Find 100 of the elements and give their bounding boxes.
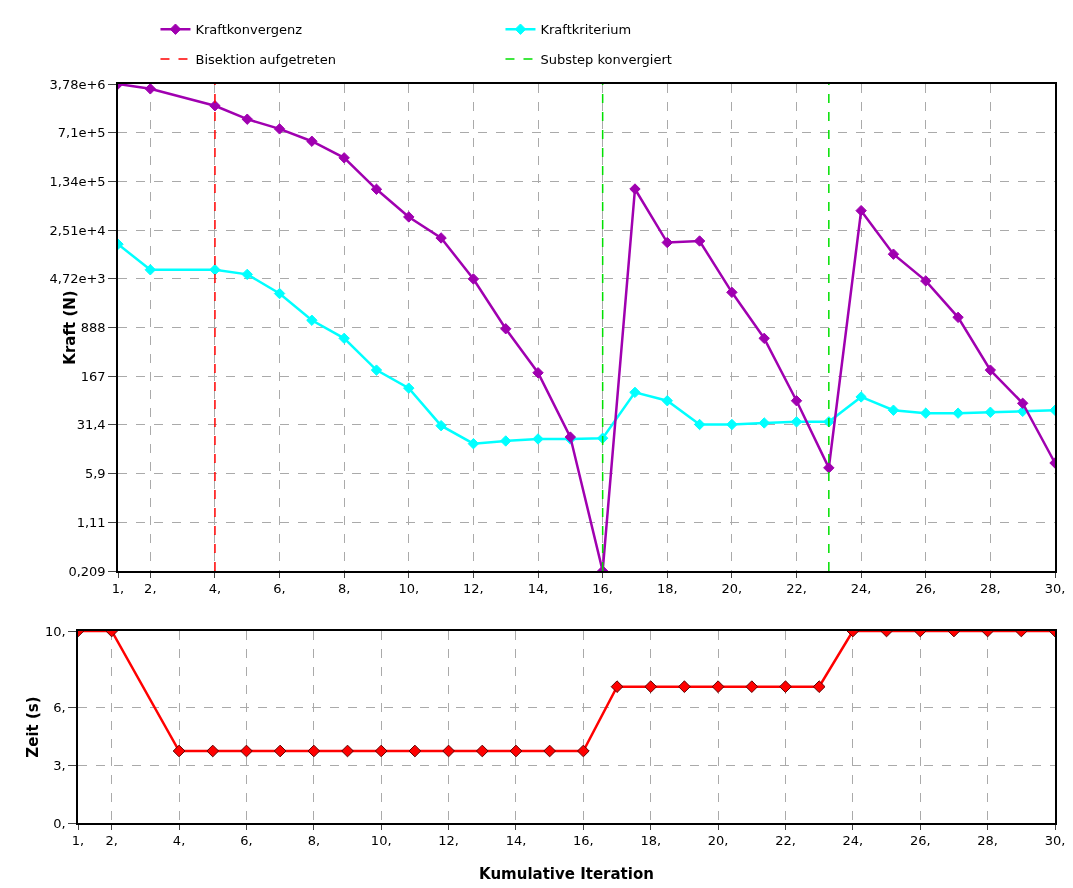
- x-tick-label: 6,: [240, 833, 253, 849]
- point: [779, 680, 792, 694]
- point: [240, 744, 253, 758]
- point: [209, 264, 221, 276]
- y-tick-label: 5,9: [84, 466, 106, 482]
- legend-label: Bisektion aufgetreten: [195, 52, 336, 68]
- y-tick-label: 888: [80, 320, 106, 336]
- point: [241, 113, 253, 125]
- point: [629, 386, 641, 399]
- x-tick-label: 20,: [707, 833, 729, 849]
- point: [374, 744, 388, 758]
- point: [306, 314, 318, 326]
- x-tick-label: 12,: [438, 833, 459, 849]
- y-tick-label: 167: [80, 368, 106, 384]
- x-tick-label: 22,: [775, 833, 796, 849]
- x-tick-label: 30,: [1044, 833, 1066, 849]
- x-tick-label: 4,: [172, 833, 186, 849]
- point: [661, 395, 673, 407]
- point: [952, 311, 964, 324]
- point: [408, 744, 422, 758]
- point: [307, 744, 321, 758]
- x-tick-label: 14,: [505, 833, 527, 849]
- x-tick-label: 6,: [273, 581, 286, 597]
- x-tick-label: 28,: [980, 581, 1001, 597]
- point: [984, 364, 997, 376]
- point: [812, 680, 826, 694]
- x-tick-label: 10,: [398, 581, 420, 597]
- point: [206, 744, 220, 758]
- point: [509, 744, 523, 758]
- point: [435, 232, 447, 244]
- x-tick-label: 2,: [105, 833, 118, 849]
- y-tick-label: 3,78e+6: [49, 76, 106, 92]
- legend-label: Kraftkriterium: [540, 22, 632, 38]
- point: [500, 435, 512, 447]
- x-tick-label: 26,: [915, 581, 937, 597]
- point: [629, 183, 641, 195]
- point: [500, 323, 512, 335]
- point: [711, 680, 725, 694]
- point: [306, 135, 318, 147]
- point: [370, 183, 383, 195]
- x-tick-label: 24,: [842, 833, 864, 849]
- point: [726, 286, 738, 299]
- point: [855, 391, 867, 403]
- point: [855, 204, 867, 217]
- point: [887, 404, 900, 416]
- x-tick-label: 20,: [721, 581, 743, 597]
- y-tick-label: 4,72e+3: [49, 271, 106, 287]
- point: [338, 332, 350, 345]
- line-series: [118, 84, 1055, 571]
- point: [678, 680, 691, 694]
- point: [758, 332, 770, 345]
- point: [920, 275, 932, 287]
- point: [661, 236, 673, 249]
- x-tick-label: 28,: [977, 833, 998, 849]
- point: [726, 418, 738, 431]
- x-tick-label: 8,: [337, 581, 351, 597]
- point: [693, 418, 706, 431]
- point: [532, 367, 544, 379]
- x-tick-label: 12,: [463, 581, 484, 597]
- x-tick-label: 1,: [111, 581, 125, 597]
- x-tick-label: 10,: [370, 833, 392, 849]
- point: [952, 407, 964, 419]
- point: [442, 744, 455, 758]
- point: [644, 680, 658, 694]
- x-tick-label: 8,: [307, 833, 321, 849]
- ref-line-label: Substep konvergiert: [540, 52, 672, 68]
- x-tick-label: 26,: [909, 833, 931, 849]
- point: [403, 211, 415, 223]
- point: [273, 287, 286, 300]
- x-tick-label: 18,: [640, 833, 662, 849]
- point: [209, 100, 221, 112]
- point: [576, 744, 590, 758]
- y-tick-label: 1,34e+5: [49, 173, 106, 189]
- x-tick-label: 18,: [656, 581, 678, 597]
- point: [338, 152, 350, 164]
- y-tick-label: 0,: [53, 815, 66, 831]
- point: [920, 407, 932, 419]
- legend-label: Kraftkonvergenz: [195, 22, 303, 38]
- y-tick-label: 31,4: [76, 417, 106, 433]
- y-tick-label: 3,: [53, 757, 66, 773]
- point: [475, 744, 489, 758]
- y-axis-title: Zeit (s): [23, 696, 42, 758]
- point: [273, 123, 286, 135]
- y-tick-label: 10,: [44, 623, 66, 639]
- x-tick-label: 22,: [786, 581, 807, 597]
- y-tick-label: 6,: [53, 700, 66, 716]
- point: [370, 364, 383, 376]
- x-tick-label: 24,: [850, 581, 872, 597]
- x-axis-title: Kumulative Iteration: [479, 864, 654, 883]
- y-axis-title: Kraft (N): [60, 290, 79, 365]
- x-tick-label: 14,: [527, 581, 549, 597]
- x-tick-label: 4,: [208, 581, 222, 597]
- point: [887, 248, 900, 260]
- point: [610, 680, 624, 694]
- x-tick-label: 1,: [71, 833, 85, 849]
- point: [172, 744, 186, 758]
- point: [790, 395, 803, 407]
- point: [745, 680, 759, 694]
- x-tick-label: 16,: [573, 833, 594, 849]
- point: [144, 84, 157, 95]
